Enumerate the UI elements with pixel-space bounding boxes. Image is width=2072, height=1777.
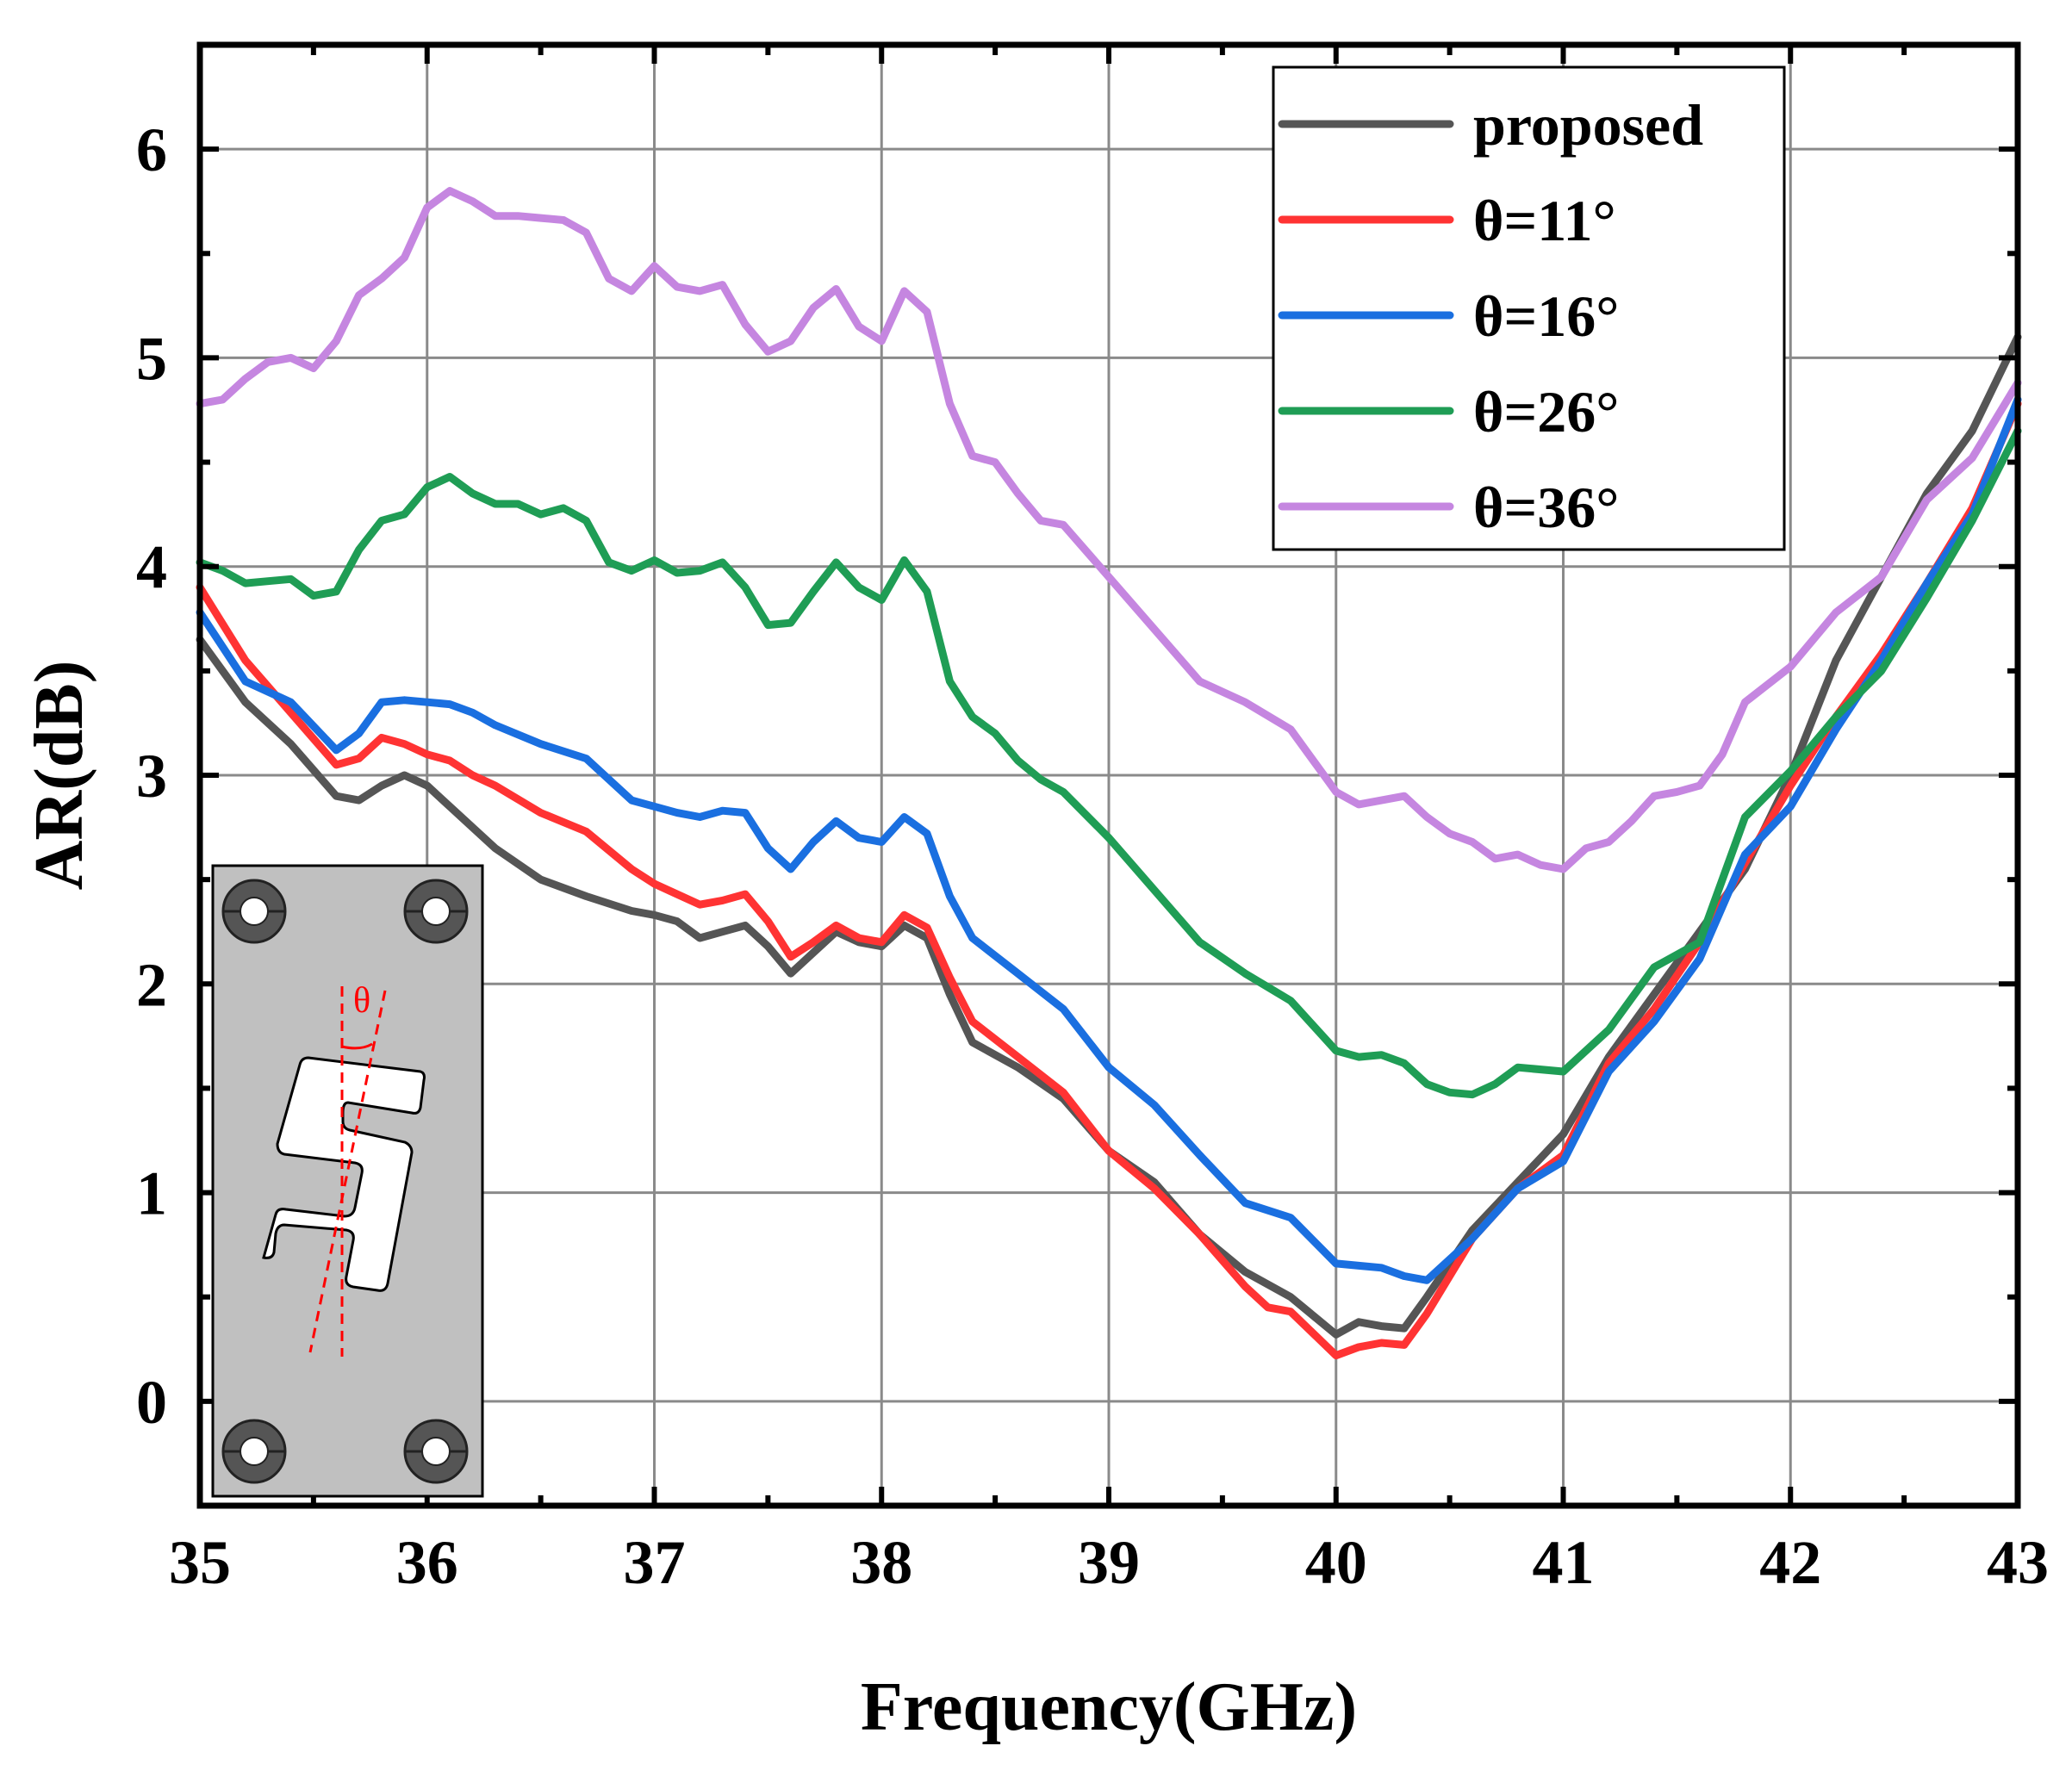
y-tick-label: 1 (136, 1159, 167, 1228)
x-tick-label: 38 (850, 1528, 912, 1597)
legend-label-3: θ=26° (1473, 379, 1619, 444)
x-tick-label: 36 (396, 1528, 458, 1597)
x-tick-label: 37 (624, 1528, 686, 1597)
series-line-0 (196, 332, 2022, 1339)
y-axis-title: AR(dB) (22, 661, 97, 891)
x-tick-label: 39 (1078, 1528, 1140, 1597)
series-lines (196, 187, 2022, 1360)
legend-label-1: θ=11° (1473, 188, 1616, 253)
series-line-3 (196, 426, 2022, 1099)
inset-substrate (211, 864, 484, 1498)
mounting-hole-top-right (403, 879, 469, 944)
patch-radiator (262, 1056, 426, 1292)
y-tick-labels: 0 1 2 3 4 5 6 (136, 115, 167, 1437)
y-tick-label: 0 (136, 1368, 167, 1437)
y-tick-label: 4 (136, 533, 167, 602)
legend: proposed θ=11° θ=16° θ=26° θ=36° (1272, 65, 1786, 551)
x-tick-label: 42 (1759, 1528, 1821, 1597)
y-tick-label: 5 (136, 324, 167, 393)
angle-arc (341, 1042, 373, 1050)
legend-label-4: θ=36° (1473, 475, 1619, 540)
x-tick-label: 40 (1305, 1528, 1367, 1597)
series-line-4 (196, 187, 2022, 873)
x-tick-label: 41 (1533, 1528, 1595, 1597)
theta-label: θ (353, 981, 370, 1021)
series-line-2 (196, 395, 2022, 1284)
y-tick-label: 6 (136, 115, 167, 184)
series-line-1 (196, 400, 2022, 1360)
mounting-hole-top-left (221, 879, 287, 944)
legend-label-0: proposed (1473, 92, 1703, 158)
legend-label-2: θ=16° (1473, 283, 1619, 349)
tilted-axis-line (308, 990, 387, 1353)
antenna-inset: θ (211, 864, 484, 1498)
x-tick-label: 43 (1987, 1528, 2049, 1597)
legend-box (1272, 65, 1786, 551)
mounting-hole-bottom-left (221, 1419, 287, 1484)
x-axis-title: Frequency(GHz) (861, 1669, 1357, 1745)
x-tick-label: 35 (169, 1528, 231, 1597)
x-tick-labels: 35 36 37 38 39 40 41 42 43 (169, 1528, 2049, 1597)
y-tick-label: 2 (136, 950, 167, 1019)
mounting-hole-bottom-right (403, 1419, 469, 1484)
y-tick-label: 3 (136, 742, 167, 811)
